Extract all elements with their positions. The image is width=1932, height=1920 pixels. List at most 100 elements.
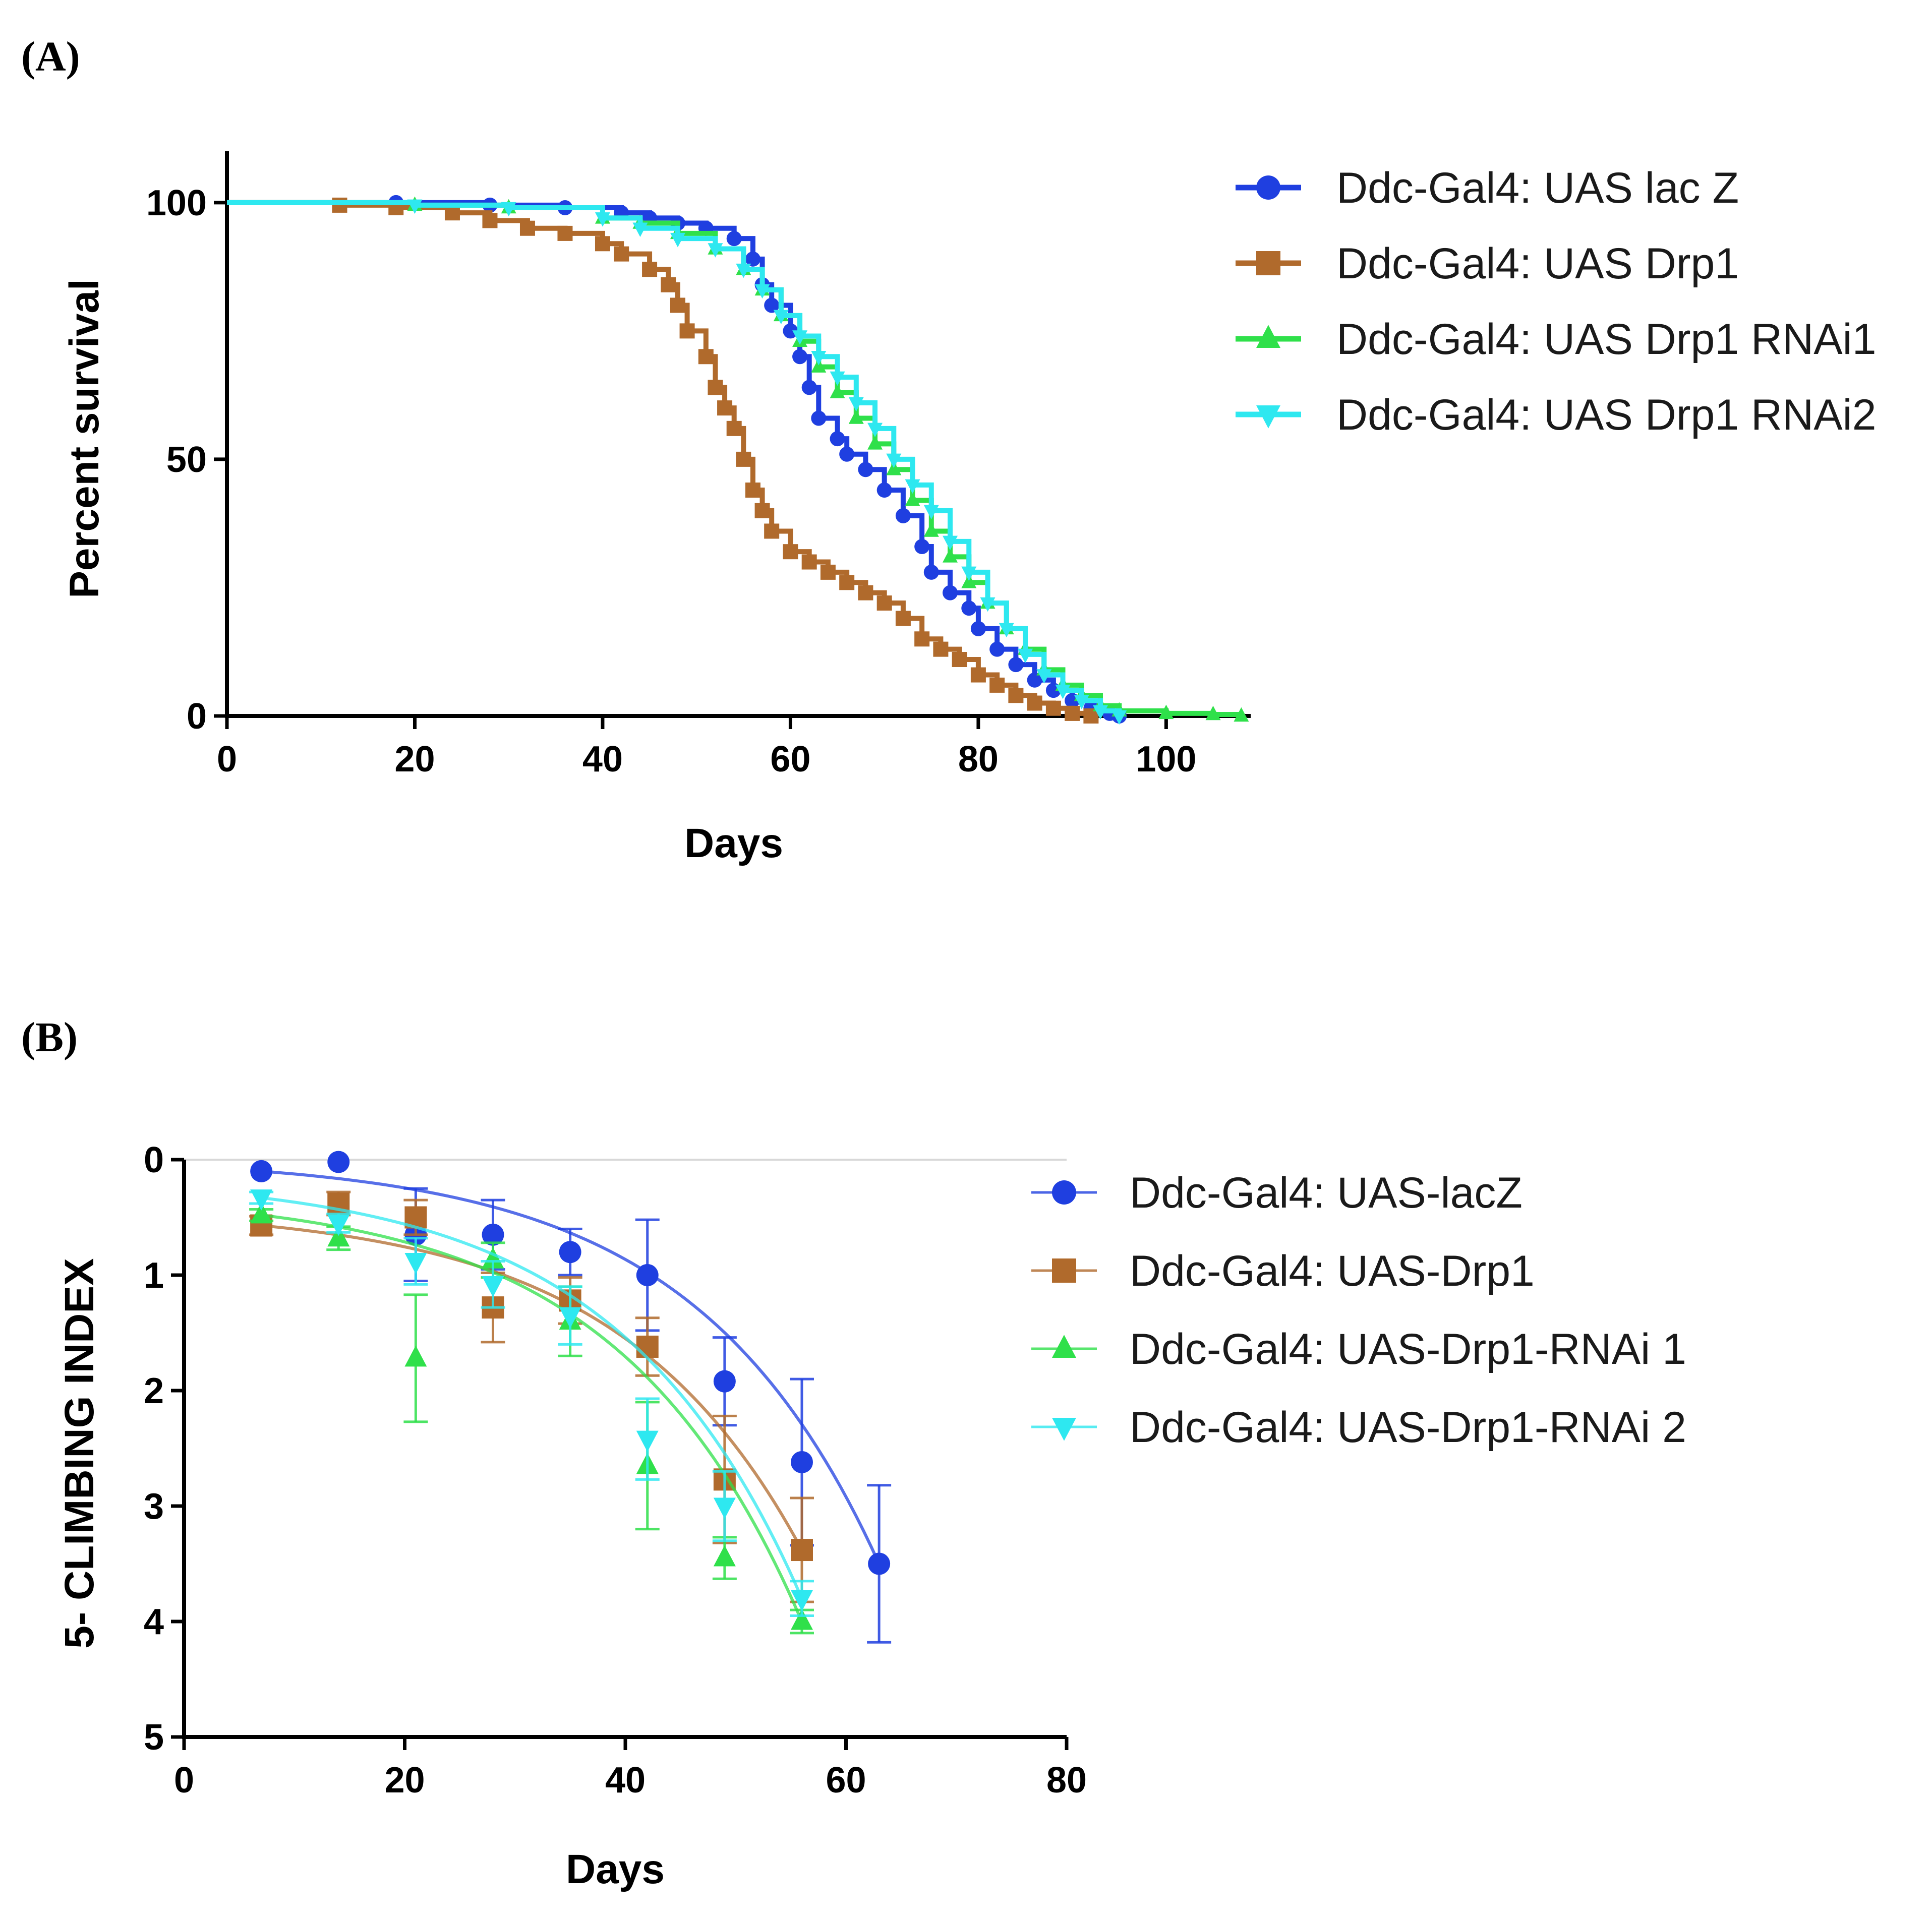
x-tick-label: 60 (770, 739, 810, 779)
data-point (886, 453, 902, 468)
series-ddc-gal4-uas-lacz (250, 1151, 892, 1644)
x-tick-label: 80 (1046, 1760, 1087, 1801)
data-point (636, 1264, 659, 1286)
data-point (250, 1160, 273, 1182)
y-axis-title: 5- CLIMBING INDEX (56, 1258, 102, 1648)
legend-label: Ddc-Gal4: UAS Drp1 RNAi1 (1336, 315, 1877, 364)
series-ddc-gal4-uas-drp1-rnai2 (227, 199, 1127, 725)
data-point (1093, 705, 1108, 720)
data-point (1205, 705, 1221, 721)
x-tick-label: 20 (394, 739, 435, 779)
data-point (708, 380, 723, 395)
data-point (970, 621, 986, 636)
data-point (989, 677, 1005, 693)
x-tick-label: 0 (174, 1760, 194, 1801)
legend-item-ddc-gal4-uas-drp1: Ddc-Gal4: UAS Drp1 (1236, 239, 1739, 288)
data-point (848, 409, 864, 424)
y-tick-label: 100 (146, 183, 207, 223)
x-tick-label: 100 (1136, 739, 1196, 779)
data-point (482, 213, 498, 228)
survival-chart: 0 20 40 60 80 100 0 50 100 Days Percent survival Dd… (62, 151, 1877, 866)
data-point (989, 641, 1005, 657)
data-point (943, 585, 958, 601)
legend-item-ddc-gal4-uas-drp1: Ddc-Gal4: UAS-Drp1 (1031, 1247, 1535, 1295)
data-point (482, 1247, 504, 1269)
data-point (858, 585, 873, 601)
data-point (698, 349, 714, 365)
data-point (713, 1370, 736, 1393)
legend-marker (1256, 405, 1280, 429)
data-point (905, 479, 920, 494)
x-tick-label: 40 (582, 739, 623, 779)
data-point (867, 423, 883, 438)
x-tick-label: 20 (384, 1760, 425, 1801)
data-point (1234, 707, 1249, 722)
data-point (895, 508, 911, 523)
data-point (726, 231, 742, 247)
data-point (830, 371, 845, 386)
data-point (914, 631, 930, 647)
data-point (745, 483, 760, 498)
legend-label: Ddc-Gal4: UAS Drp1 (1336, 239, 1739, 288)
x-axis-title: Days (566, 1846, 665, 1892)
data-point (791, 1590, 813, 1611)
data-point (839, 446, 855, 462)
data-point (1036, 669, 1052, 684)
x-tick-label: 80 (958, 739, 999, 779)
data-point (1008, 657, 1024, 673)
data-point (250, 1189, 273, 1211)
x-tick-label: 0 (217, 739, 237, 779)
fit-curve (261, 1224, 803, 1551)
data-point (943, 548, 958, 563)
climbing-index-chart: 0 20 40 60 80 0 1 2 3 4 5 Days 5- CLIMBING INDEX Ddc-… (56, 1140, 1686, 1892)
legend-item-ddc-gal4-uas-drp1-rnai2: Ddc-Gal4: UAS Drp1 RNAi2 (1236, 391, 1877, 439)
data-point (726, 421, 742, 436)
data-point (661, 277, 676, 292)
data-point (595, 212, 610, 227)
survival-line (227, 200, 1094, 716)
data-point (1158, 704, 1174, 719)
survival-line (227, 200, 1122, 716)
data-point (783, 323, 798, 339)
data-point (923, 505, 939, 519)
y-tick-label: 5 (144, 1717, 164, 1758)
data-point (923, 564, 939, 580)
data-point (792, 330, 808, 345)
legend-marker (1256, 325, 1280, 348)
data-point (407, 199, 423, 214)
legend-marker (1256, 175, 1280, 200)
data-point (713, 1545, 736, 1567)
data-point (961, 574, 977, 588)
data-point (1018, 648, 1033, 664)
data-point (801, 554, 817, 570)
legend-marker (1052, 1180, 1076, 1205)
data-point (792, 349, 808, 365)
data-point (250, 1202, 273, 1224)
y-tick-label: 1 (144, 1255, 164, 1296)
data-point (559, 1307, 581, 1329)
data-point (745, 251, 760, 267)
data-point (811, 410, 827, 426)
data-point (482, 1223, 504, 1246)
survival-line (227, 200, 1244, 717)
legend-label: Ddc-Gal4: UAS-Drp1 (1130, 1247, 1535, 1295)
legend-item-ddc-gal4-uas-drp1-rnai-1: Ddc-Gal4: UAS-Drp1-RNAi 1 (1031, 1325, 1686, 1373)
data-point (923, 522, 939, 537)
data-point (636, 1335, 659, 1358)
data-point (1045, 700, 1061, 716)
data-point (961, 566, 977, 581)
legend-marker (1052, 1418, 1076, 1441)
series-ddc-gal4-uas-drp1-rnai-1 (249, 1202, 814, 1635)
data-point (1008, 688, 1024, 703)
legend-label: Ddc-Gal4: UAS lac Z (1336, 164, 1739, 212)
data-point (858, 462, 873, 477)
legend-label: Ddc-Gal4: UAS-lacZ (1130, 1169, 1523, 1217)
data-point (914, 539, 930, 554)
data-point (830, 431, 845, 447)
data-point (327, 1225, 350, 1247)
series-ddc-gal4-uas-drp1 (227, 197, 1099, 724)
data-point (783, 544, 798, 560)
data-point (933, 641, 949, 657)
data-point (717, 400, 733, 416)
